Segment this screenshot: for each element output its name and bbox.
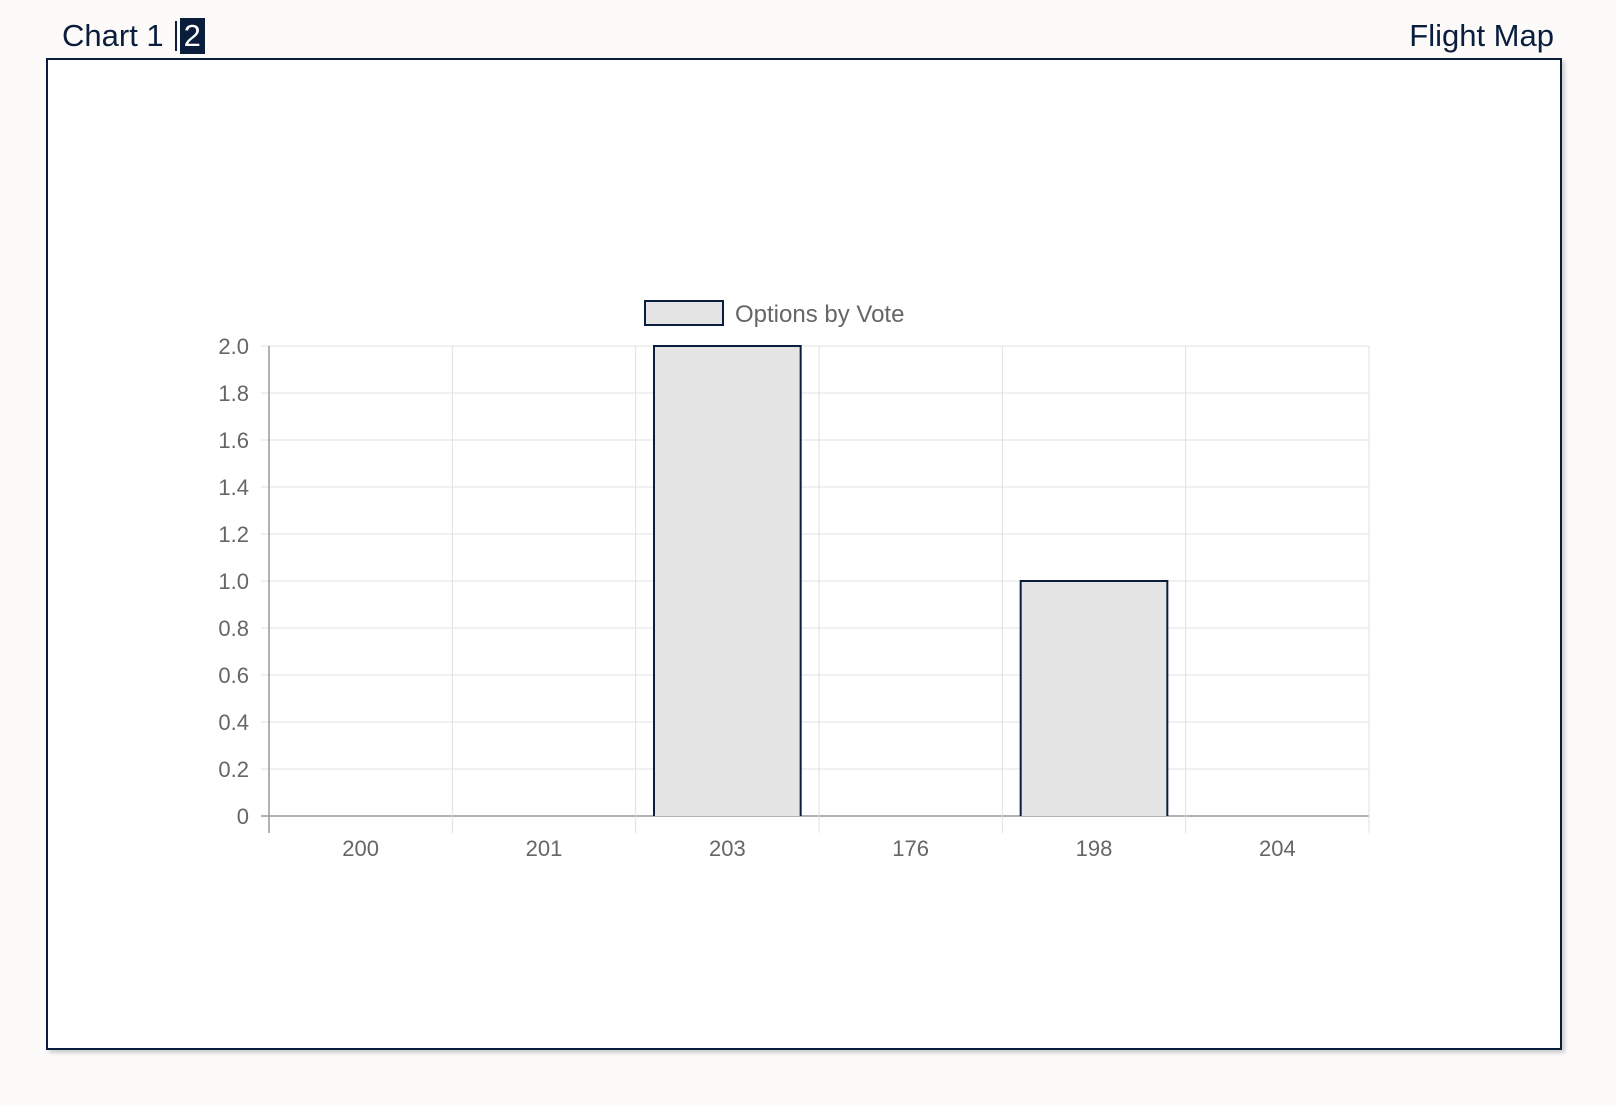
flight-map-link[interactable]: Flight Map	[1409, 18, 1554, 53]
x-tick-label: 198	[1076, 836, 1113, 861]
y-tick-label: 1.8	[218, 381, 249, 406]
y-tick-label: 1.2	[218, 522, 249, 547]
y-tick-label: 2.0	[218, 334, 249, 359]
x-tick-label: 176	[892, 836, 929, 861]
chart-panel: 0 0.2 0.4 0.6 0.8 1.0 1.2 1.4 1.6 1.8 2.0 200 201 203…	[46, 58, 1562, 1050]
bar-chart: 0 0.2 0.4 0.6 0.8 1.0 1.2 1.4 1.6 1.8 2.0 200 201 203…	[218, 300, 1370, 861]
x-tick-label: 200	[342, 836, 379, 861]
x-tick-label: 201	[526, 836, 563, 861]
bar-198	[1019, 580, 1169, 816]
y-tick-label: 0.6	[218, 663, 249, 688]
bar-203	[653, 345, 802, 816]
y-tick-label: 1.4	[218, 475, 249, 500]
y-tick-label: 1.6	[218, 428, 249, 453]
header-bar: Chart 1 2 Flight Map	[0, 0, 1616, 58]
legend-label: Options by Vote	[735, 301, 904, 328]
legend-swatch	[644, 300, 724, 326]
x-tick-label: 203	[709, 836, 746, 861]
tab-chart-1[interactable]: Chart 1	[62, 18, 164, 53]
y-tick-label: 0.2	[218, 757, 249, 782]
y-tick-label: 1.0	[218, 569, 249, 594]
y-tick-label: 0	[237, 804, 249, 829]
x-tick-label: 204	[1259, 836, 1296, 861]
y-tick-label: 0.8	[218, 616, 249, 641]
tab-chart-2[interactable]: 2	[179, 18, 205, 54]
chart-tab-group: Chart 1 2	[61, 14, 205, 58]
tab-separator	[174, 21, 177, 51]
y-tick-label: 0.4	[218, 710, 249, 735]
